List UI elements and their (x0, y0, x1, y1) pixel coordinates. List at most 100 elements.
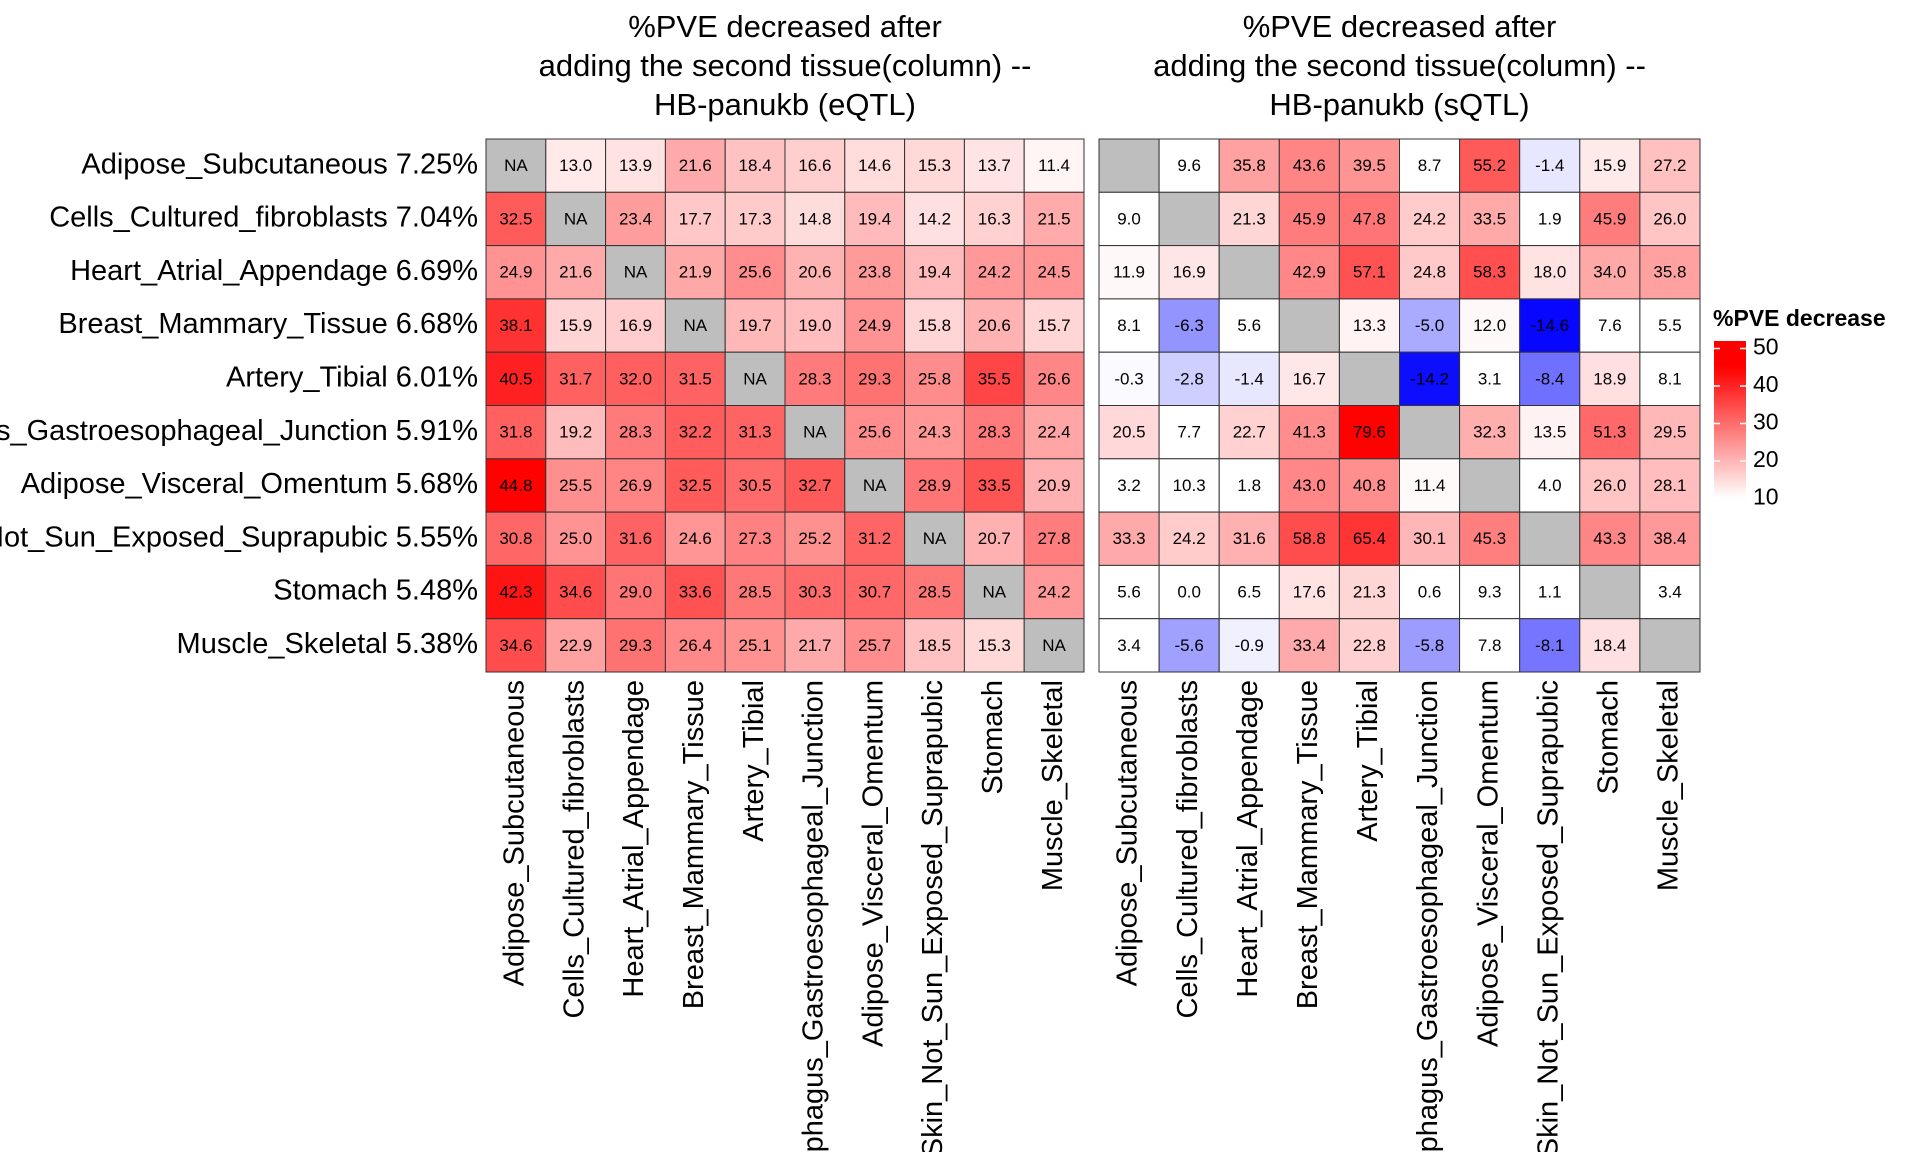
cell-label: 26.4 (679, 636, 712, 655)
cell-label: 28.3 (798, 369, 831, 388)
heatmap-cell (1579, 191, 1641, 247)
cell-label: 18.9 (1593, 369, 1626, 388)
cell-label: 28.1 (1653, 476, 1686, 495)
na-cell (1459, 458, 1521, 513)
heatmap-cell (1278, 618, 1340, 673)
cell-label: 15.9 (559, 316, 592, 335)
heatmap-cell (1023, 564, 1085, 620)
chart-title: HB-panukb (eQTL) (654, 87, 916, 122)
heatmap-cell (1579, 405, 1641, 460)
heatmap-cell (1278, 351, 1340, 407)
column-label: Adipose_Visceral_Omentum (857, 680, 889, 1047)
cell-label: 26.0 (1653, 209, 1686, 228)
heatmap-cell (784, 191, 846, 247)
heatmap-cell (1158, 511, 1220, 566)
cell-label: 31.8 (499, 423, 532, 442)
na-cell (1278, 298, 1340, 353)
cell-label: 79.6 (1353, 423, 1386, 442)
column-label: Stomach (1593, 680, 1625, 794)
column-label: Stomach (977, 680, 1009, 794)
cell-label: 31.2 (858, 529, 891, 548)
cell-label: 28.3 (978, 423, 1011, 442)
column-label: Cells_Cultured_fibroblasts (1172, 680, 1204, 1019)
colorbar-tick-label: 30 (1753, 409, 1779, 435)
cell-label: 20.5 (1113, 423, 1146, 442)
cell-label: 13.9 (619, 156, 652, 175)
heatmap-cell (1023, 138, 1085, 193)
cell-label: 43.3 (1593, 529, 1626, 548)
row-label: Stomach 5.48% (273, 575, 478, 607)
heatmap-cell (844, 298, 906, 353)
cell-label: 38.1 (499, 316, 532, 335)
cell-label: 22.8 (1353, 636, 1386, 655)
cell-label: 15.9 (1593, 156, 1626, 175)
na-cell (844, 458, 906, 513)
heatmap-cell (1278, 191, 1340, 247)
cell-label: 55.2 (1473, 156, 1506, 175)
cell-label: 24.2 (1173, 529, 1206, 548)
cell-label: 3.2 (1117, 476, 1141, 495)
heatmap-cell (545, 138, 607, 193)
heatmap-cell (1639, 405, 1701, 460)
cell-label: NA (683, 316, 707, 335)
cell-label: 26.6 (1038, 369, 1071, 388)
cell-label: 57.1 (1353, 263, 1386, 282)
na-cell (1399, 405, 1461, 460)
heatmap-cell (1519, 458, 1581, 513)
heatmap-cell (963, 351, 1025, 407)
cell-label: 5.6 (1237, 316, 1261, 335)
cell-label: 11.4 (1414, 476, 1446, 495)
heatmap-cell (724, 564, 786, 620)
heatmap-cell (1639, 298, 1701, 353)
row-label: Heart_Atrial_Appendage 6.69% (70, 255, 478, 287)
cell-label: 0.0 (1177, 583, 1201, 602)
chart-title: %PVE decreased after (1243, 9, 1557, 44)
cell-label: 13.0 (559, 156, 592, 175)
heatmap-cell (784, 351, 846, 407)
cell-label: -8.4 (1535, 369, 1564, 388)
cell-label: 34.6 (559, 583, 592, 602)
column-label: Muscle_Skeletal (1037, 680, 1069, 891)
cell-label: 33.5 (978, 476, 1011, 495)
cell-label: 42.9 (1293, 263, 1326, 282)
na-cell (963, 564, 1025, 620)
heatmap-cell (844, 511, 906, 566)
cell-label: 30.3 (798, 583, 831, 602)
cell-label: 33.6 (679, 583, 712, 602)
cell-label: 31.5 (679, 369, 712, 388)
heatmap-cell (1639, 191, 1701, 247)
heatmap-cell (963, 405, 1025, 460)
cell-label: 22.4 (1038, 423, 1071, 442)
cell-label: 9.3 (1478, 583, 1502, 602)
cell-label: 7.8 (1478, 636, 1502, 655)
na-cell (1639, 618, 1701, 673)
cell-label: 24.8 (1413, 263, 1446, 282)
cell-label: 18.5 (918, 636, 951, 655)
heatmap-cell (664, 618, 726, 673)
cell-label: 24.2 (1038, 583, 1071, 602)
cell-label: 31.6 (619, 529, 652, 548)
na-cell (724, 351, 786, 407)
heatmap-cell (904, 351, 965, 407)
cell-label: 17.7 (679, 209, 712, 228)
column-label: Skin_Not_Sun_Exposed_Suprapubic (917, 680, 949, 1152)
cell-label: 27.2 (1653, 156, 1686, 175)
cell-label: 16.3 (978, 209, 1011, 228)
heatmap-cell (1098, 564, 1160, 620)
cell-label: 9.0 (1117, 209, 1141, 228)
cell-label: 6.5 (1237, 583, 1261, 602)
na-cell (904, 511, 965, 566)
cell-label: 45.9 (1293, 209, 1326, 228)
cell-label: 7.7 (1177, 423, 1201, 442)
na-cell (1023, 618, 1085, 673)
cell-label: 13.5 (1533, 423, 1566, 442)
cell-label: NA (803, 423, 827, 442)
cell-label: 18.4 (1593, 636, 1626, 655)
heatmap-cell (1098, 245, 1160, 300)
cell-label: 8.7 (1418, 156, 1442, 175)
cell-label: -14.2 (1410, 369, 1449, 388)
cell-label: 38.4 (1653, 529, 1686, 548)
cell-label: 17.6 (1293, 583, 1326, 602)
cell-label: 22.7 (1233, 423, 1266, 442)
cell-label: 23.8 (858, 263, 891, 282)
